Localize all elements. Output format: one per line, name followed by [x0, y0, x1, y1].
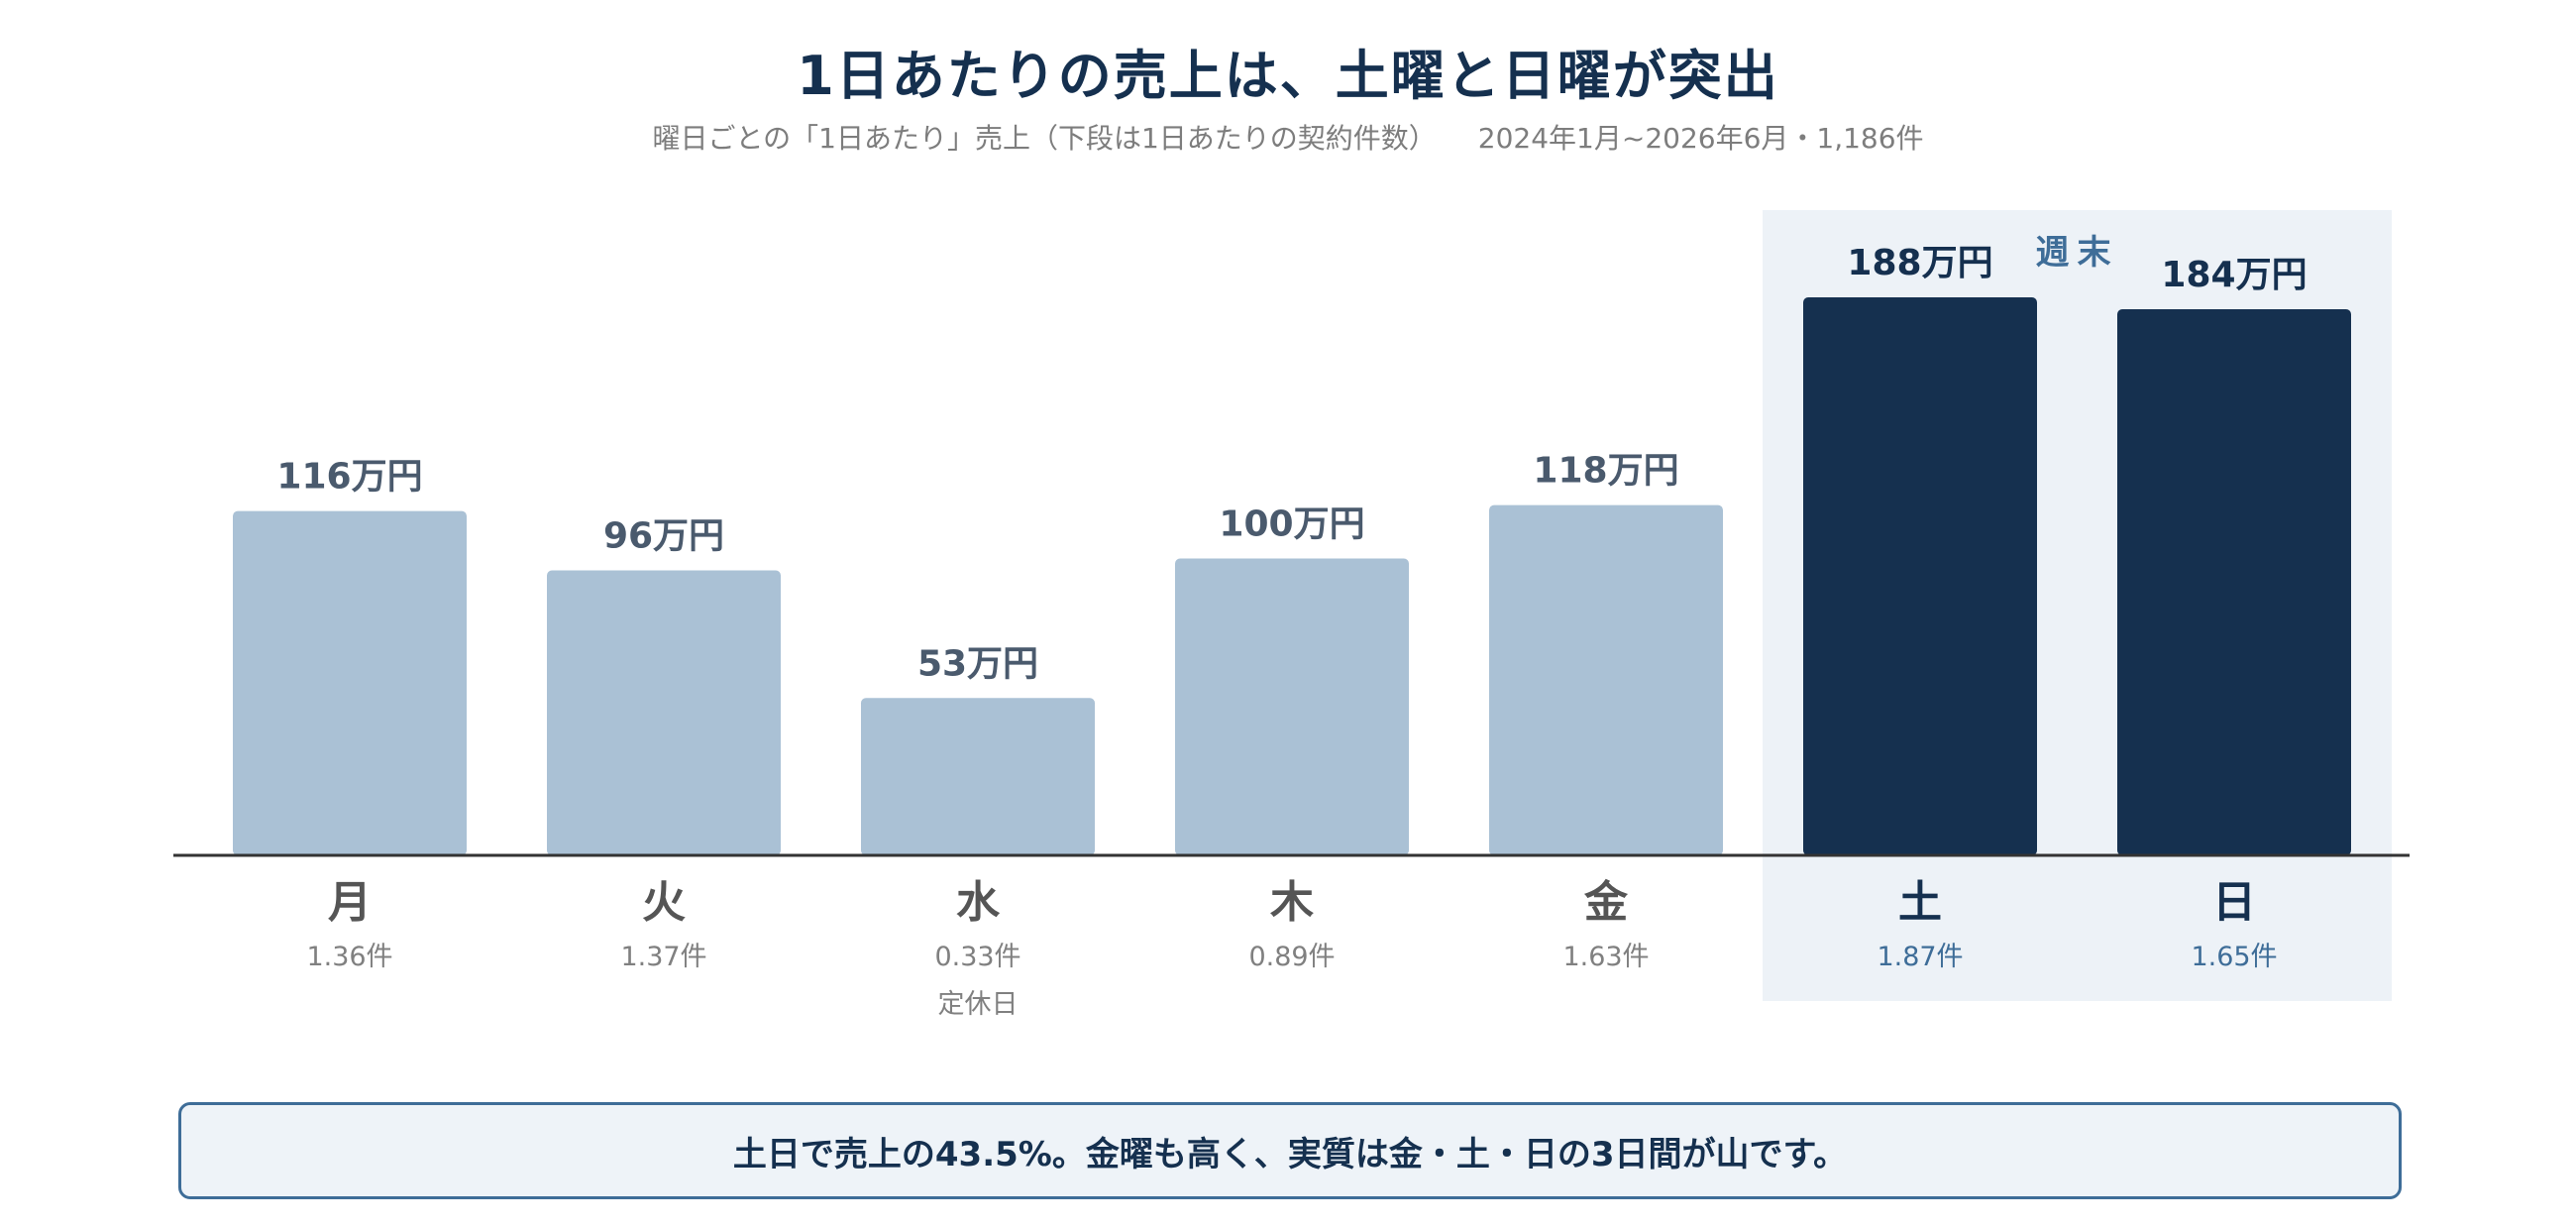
value-label-4: 100万円 — [1219, 504, 1364, 545]
count-label-1: 1.36件 — [306, 942, 392, 972]
bar-2 — [547, 570, 781, 855]
value-label-6: 188万円 — [1847, 243, 1992, 283]
bar-3 — [861, 698, 1095, 855]
count-label-6: 1.87件 — [1877, 942, 1963, 972]
category-label-2: 火 — [642, 877, 686, 928]
value-label-3: 53万円 — [917, 643, 1038, 684]
category-label-6: 土 — [1898, 877, 1942, 928]
value-label-2: 96万円 — [603, 516, 724, 557]
summary-callout: 土日で売上の43.5%。金曜も高く、実質は金・土・日の3日間が山です。 — [178, 1102, 2402, 1199]
count-label-2: 1.37件 — [620, 942, 706, 972]
category-label-1: 月 — [328, 877, 372, 928]
category-label-7: 日 — [2212, 877, 2256, 928]
count-label-3: 0.33件 — [934, 942, 1020, 972]
count-label-7: 1.65件 — [2191, 942, 2277, 972]
value-label-1: 116万円 — [276, 457, 422, 498]
value-label-7: 184万円 — [2161, 255, 2307, 295]
subtitle-period: 2024年1月~2026年6月・1,186件 — [1477, 122, 1924, 155]
subtitle-main: 曜日ごとの「1日あたり」売上（下段は1日あたりの契約件数） — [652, 122, 1437, 155]
callout-text: 土日で売上の43.5%。金曜も高く、実質は金・土・日の3日間が山です。 — [732, 1134, 1848, 1174]
category-label-3: 水 — [956, 877, 1001, 928]
weekend-label: 週末 — [2036, 233, 2119, 273]
category-label-4: 木 — [1270, 877, 1314, 928]
category-label-5: 金 — [1583, 877, 1629, 928]
chart-subtitle: 曜日ごとの「1日あたり」売上（下段は1日あたりの契約件数） 2024年1月~202… — [0, 117, 2576, 157]
count-label-5: 1.63件 — [1562, 942, 1649, 972]
count-label-4: 0.89件 — [1248, 942, 1335, 972]
bar-4 — [1175, 558, 1409, 855]
note-label-3: 定休日 — [938, 989, 1019, 1020]
bar-1 — [233, 510, 467, 855]
bar-5 — [1489, 504, 1723, 855]
bar-7 — [2117, 308, 2351, 855]
value-label-5: 118万円 — [1533, 451, 1678, 492]
chart-title: 1日あたりの売上は、土曜と日曜が突出 — [797, 45, 1779, 107]
bar-6 — [1803, 297, 2037, 855]
